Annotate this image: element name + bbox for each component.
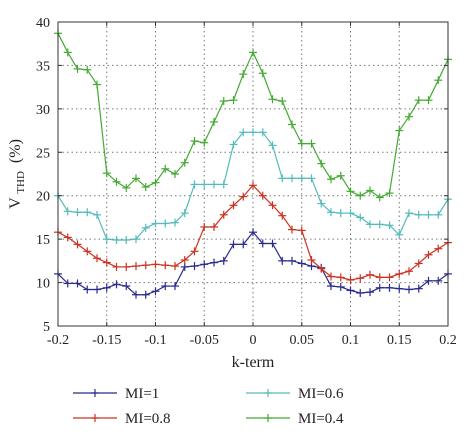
- x-tick-label: 0.2: [439, 333, 457, 348]
- legend-item: MI=0.6: [246, 386, 344, 402]
- y-axis-title-main: V: [7, 197, 24, 209]
- y-tick-label: 30: [36, 103, 50, 118]
- x-tick-label: -0.05: [190, 333, 219, 348]
- y-tick-label: 40: [36, 16, 50, 31]
- x-tick-label: -0.1: [144, 333, 166, 348]
- y-axis-title-unit: (%): [7, 139, 24, 163]
- x-tick-label: 0: [250, 333, 257, 348]
- series-1: [54, 181, 452, 284]
- legend-item: MI=0.8: [73, 411, 171, 427]
- y-tick-label: 5: [43, 320, 50, 335]
- y-tick-label: 35: [36, 59, 50, 74]
- legend-label: MI=1: [125, 386, 159, 402]
- axis-ticks: -0.2 -0.15 -0.1 -0.05 0 0.05 0.1 0.15 0.2 5 10 15 20…: [36, 16, 457, 348]
- y-axis-title: V THD (%): [7, 139, 28, 209]
- y-tick-label: 15: [36, 233, 50, 248]
- x-tick-label: 0.05: [290, 333, 315, 348]
- series-lines: [54, 29, 452, 299]
- x-tick-label: -0.15: [92, 333, 121, 348]
- legend-item: MI=1: [73, 386, 159, 402]
- y-tick-label: 10: [36, 277, 50, 292]
- legend-label: MI=0.8: [125, 411, 171, 427]
- y-axis-title-subscript: THD: [15, 171, 27, 194]
- y-tick-label: 20: [36, 190, 50, 205]
- series-line: [57, 33, 449, 199]
- series-3: [54, 29, 452, 202]
- series-2: [54, 128, 452, 245]
- x-tick-label: 0.1: [342, 333, 360, 348]
- legend-label: MI=0.6: [298, 386, 344, 402]
- x-axis-title: k-term: [232, 354, 275, 371]
- x-tick-label: 0.15: [387, 333, 412, 348]
- x-tick-label: -0.2: [47, 333, 69, 348]
- legend-item: MI=0.4: [246, 411, 344, 427]
- legend: MI=1 MI=0.6 MI=0.8 MI=0.4: [73, 386, 344, 427]
- y-tick-label: 25: [36, 146, 50, 161]
- legend-label: MI=0.4: [298, 411, 344, 427]
